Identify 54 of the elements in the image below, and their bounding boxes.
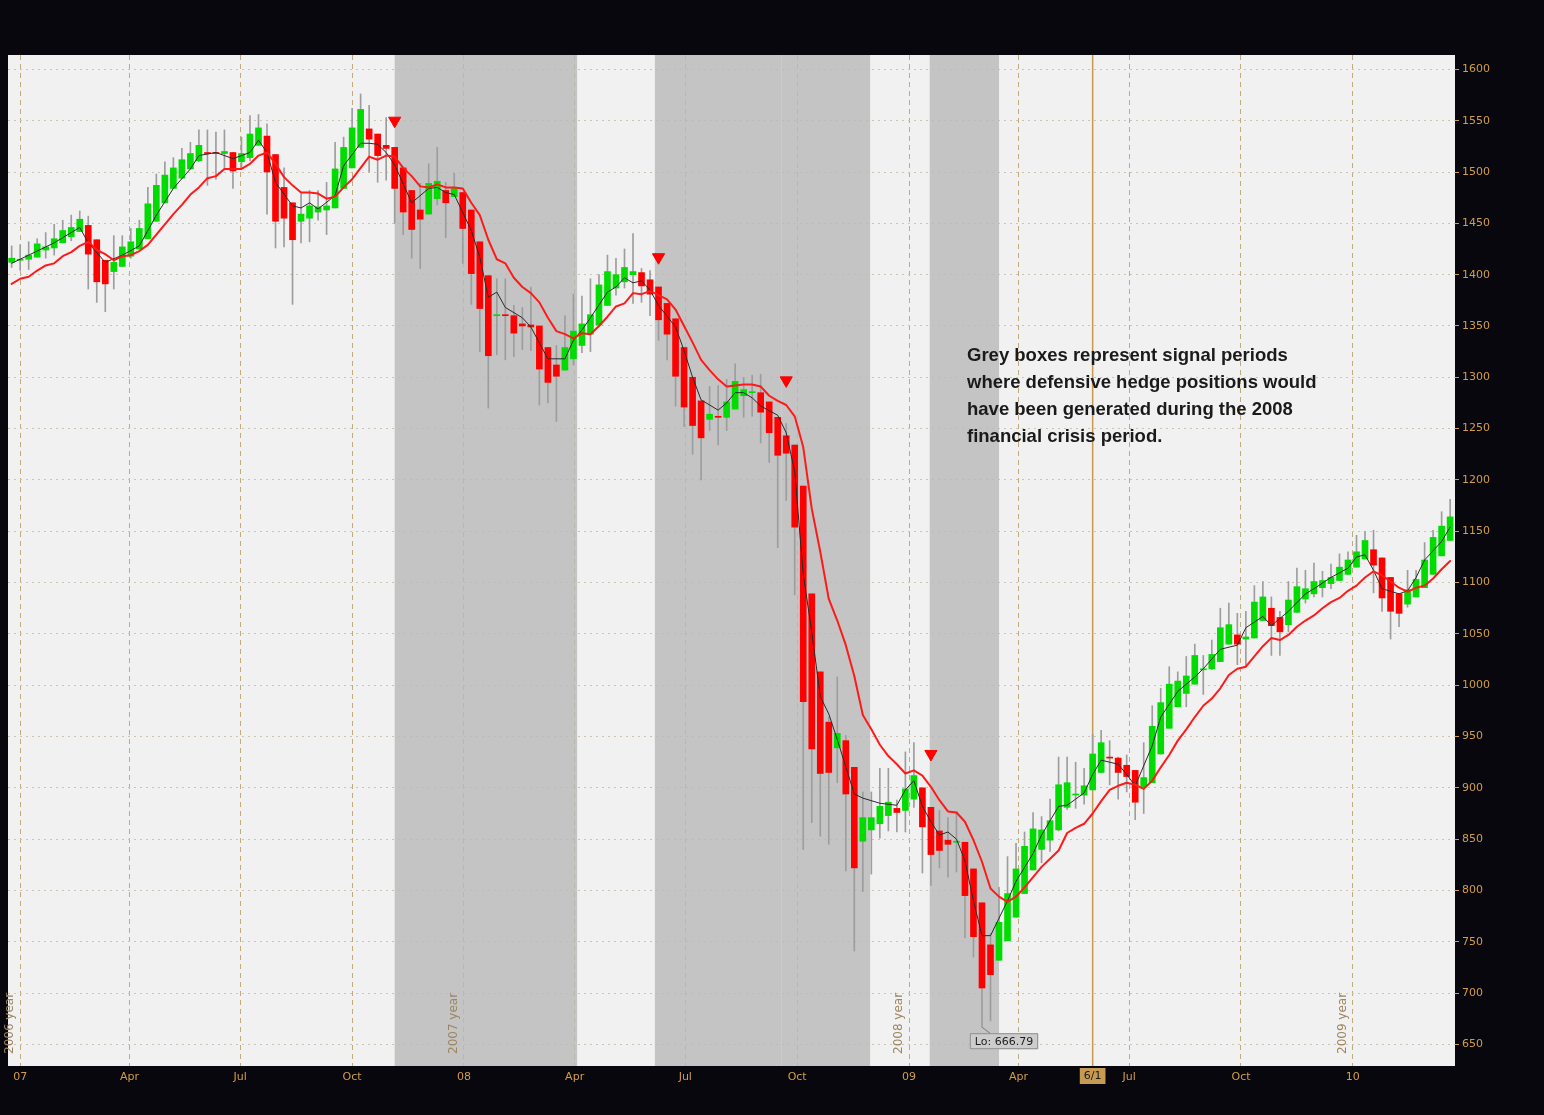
y-tick-label: 1100 — [1462, 575, 1490, 589]
candlestick — [714, 385, 722, 446]
x-tick-label: Apr — [120, 1070, 140, 1084]
y-tick-label: 1200 — [1462, 472, 1490, 486]
y-tick-label: 1550 — [1462, 113, 1490, 127]
x-tick-label: Jul — [232, 1070, 247, 1084]
point — [388, 116, 402, 129]
y-tick-label: 650 — [1462, 1037, 1483, 1051]
y-tick-label: 1450 — [1462, 216, 1490, 230]
candlestick — [25, 241, 32, 270]
x-tick-label: Jul — [677, 1070, 692, 1084]
point — [779, 376, 793, 388]
annotation: 2006 year — [2, 992, 17, 1054]
annotation: 2008 year — [891, 992, 906, 1054]
y-tick-label: 1250 — [1462, 421, 1490, 435]
point — [651, 253, 666, 265]
x-tick-label: 07 — [13, 1070, 28, 1084]
candlestick — [297, 193, 305, 244]
y-tick-label: 1050 — [1462, 626, 1490, 640]
annotation: 2007 year — [446, 992, 461, 1054]
candlestick — [416, 182, 424, 269]
y-tick-label: 1300 — [1462, 370, 1490, 384]
y-tick-label: 750 — [1462, 934, 1483, 948]
annotation: 2009 year — [1334, 992, 1349, 1054]
x-tick-label: 09 — [902, 1070, 917, 1084]
candlestick — [748, 374, 756, 417]
y-tick-label: 950 — [1462, 729, 1483, 743]
x-tick-label: Jul — [1121, 1070, 1136, 1084]
x-tick-label: Oct — [342, 1070, 363, 1084]
candlestick — [1140, 742, 1148, 814]
y-tick-label: 800 — [1462, 883, 1483, 897]
y-tick-label: 1600 — [1462, 62, 1490, 76]
x-tick-label: Apr — [1008, 1070, 1029, 1084]
x-tick-label: 08 — [456, 1070, 471, 1084]
x-tick-label: Oct — [787, 1070, 808, 1084]
point — [924, 749, 938, 762]
y-tick-label: 1500 — [1462, 164, 1490, 178]
y-tick-label: 1400 — [1462, 267, 1490, 281]
candlestick — [944, 817, 952, 878]
y-tick-label: 1350 — [1462, 318, 1490, 332]
y-tick-label: 700 — [1462, 985, 1483, 999]
candlestick — [893, 799, 901, 833]
y-tick-label: 850 — [1462, 832, 1483, 846]
annotation: Lo: 666.79 — [974, 1034, 1034, 1048]
y-tick-label: 900 — [1462, 780, 1483, 794]
candlestick — [629, 233, 637, 304]
ref-line-label: 6/1 — [1083, 1068, 1102, 1082]
y-tick-label: 1150 — [1462, 524, 1490, 538]
y-tick-label: 1000 — [1462, 678, 1490, 692]
candlestick — [110, 235, 118, 290]
x-tick-label: Oct — [1231, 1070, 1252, 1084]
x-tick-label: Apr — [565, 1070, 585, 1084]
x-tick-label: 10 — [1345, 1070, 1360, 1084]
candlestick — [493, 278, 501, 356]
